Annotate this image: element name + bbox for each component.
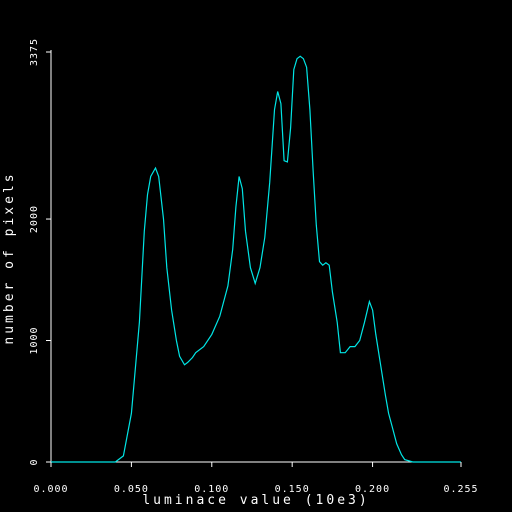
y-tick-label: 3375 — [29, 38, 40, 66]
x-tick-label: 0.050 — [114, 484, 149, 495]
y-tick-label: 2000 — [29, 205, 40, 233]
x-tick-label: 0.100 — [194, 484, 229, 495]
histogram-line — [51, 55, 461, 463]
x-tick-label: 0.255 — [443, 484, 478, 495]
y-ticks: 0 1000 2000 3375 — [29, 38, 51, 466]
x-tick-label: 0.200 — [355, 484, 390, 495]
y-tick-label: 1000 — [29, 326, 40, 354]
x-tick-label: 0.150 — [275, 484, 310, 495]
x-axis-label: luminace value (10e3) — [142, 493, 369, 508]
y-axis-label: number of pixels — [2, 171, 17, 344]
plot-area: 0.000 0.050 0.100 0.150 0.200 0.255 0 1000 2000… — [29, 38, 478, 495]
y-tick-label: 0 — [29, 458, 40, 465]
x-tick-label: 0.000 — [33, 484, 68, 495]
x-ticks: 0.000 0.050 0.100 0.150 0.200 0.255 — [33, 462, 478, 495]
